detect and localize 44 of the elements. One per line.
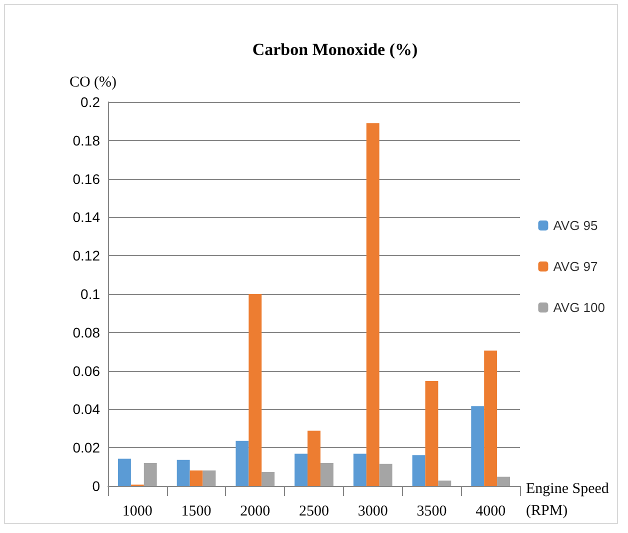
x-tick-label: 1500 [181,504,212,520]
x-tick-label: 1000 [122,504,152,520]
y-tick-label: 0.1 [80,286,100,302]
bar [262,472,275,486]
x-tick-label: 3000 [358,504,388,520]
y-tick-label: 0.14 [72,209,100,226]
y-tick-label: 0.06 [72,362,100,379]
bar [471,406,484,486]
bar [425,380,438,486]
y-tick-label: 0.02 [72,440,100,456]
bar [236,440,249,486]
bar [176,460,190,486]
y-tick-label: 0 [92,478,100,494]
y-axis-title: CO (%) [69,74,117,90]
bar [353,454,366,486]
y-tick-label: 0.04 [72,401,100,418]
y-tick-label: 0.2 [80,94,100,110]
bar [438,480,452,486]
legend-label: AVG 97 [553,259,598,274]
bar [484,350,498,486]
x-tick-label: 2000 [240,504,270,520]
bar [497,476,510,486]
x-tick-label: 3500 [416,504,447,520]
x-axis-title: Engine Speed (RPM) [526,481,610,519]
x-tick-label: 4000 [476,504,506,520]
bar [144,462,157,486]
legend-label: AVG 100 [553,300,606,315]
bar [202,470,216,486]
bar [366,123,380,486]
bar [412,455,426,486]
chart-title: Carbon Monoxide (%) [252,40,418,59]
bar [190,470,203,486]
x-tick-label: 2500 [299,504,329,520]
y-tick-label: 0.16 [72,170,100,187]
y-tick-label: 0.18 [72,132,100,148]
bar [320,462,334,486]
bar [294,454,308,486]
bar [308,430,320,486]
bar [248,294,262,486]
y-tick-label: 0.08 [72,324,100,340]
legend-label: AVG 95 [553,218,598,233]
bar [118,458,131,486]
bar [379,464,392,486]
y-tick-label: 0.12 [72,248,100,264]
